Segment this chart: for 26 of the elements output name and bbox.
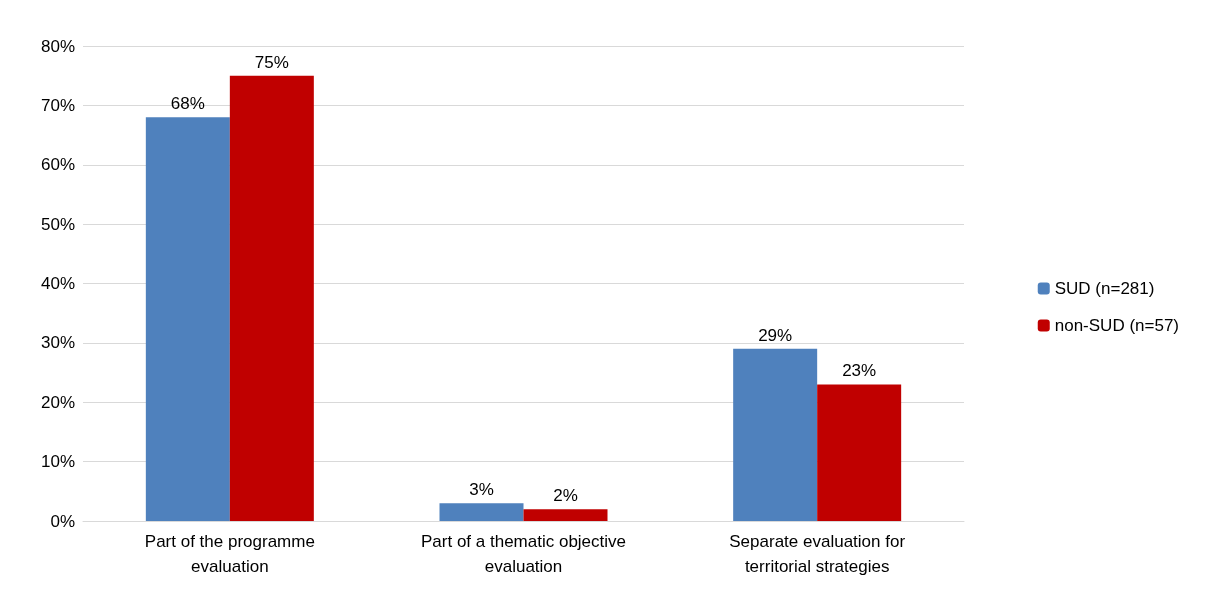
y-tick-label: 70% xyxy=(40,95,75,115)
text: 29% xyxy=(758,325,793,345)
x-tick-label: Part of a thematic objective evaluation xyxy=(420,532,627,576)
legend-label: SUD (n=281) xyxy=(1054,279,1155,298)
text: 2% xyxy=(553,486,578,506)
y-tick-label: 20% xyxy=(40,392,75,412)
x-tick-label: Part of the programme evaluation xyxy=(144,532,315,576)
text: 3% xyxy=(469,480,494,500)
y-tick-label: 40% xyxy=(40,274,75,293)
bar xyxy=(733,348,818,521)
bar xyxy=(817,384,902,521)
bar xyxy=(523,509,608,521)
y-tick-label: 50% xyxy=(40,214,75,234)
text: 75% xyxy=(254,52,289,72)
y-tick-label: 10% xyxy=(40,452,75,472)
text: 23% xyxy=(842,361,877,381)
text: 68% xyxy=(170,94,205,114)
y-tick-label: 80% xyxy=(40,36,75,56)
bar xyxy=(439,503,524,521)
y-tick-label: 0% xyxy=(50,511,75,531)
y-tick-label: 60% xyxy=(40,155,75,175)
bar xyxy=(229,75,314,521)
y-tick-label: 30% xyxy=(40,333,75,353)
bar xyxy=(145,117,230,521)
x-tick-label: Separate evaluation for territorial strategies xyxy=(729,532,906,576)
legend-label: non-SUD (n=57) xyxy=(1054,316,1180,335)
